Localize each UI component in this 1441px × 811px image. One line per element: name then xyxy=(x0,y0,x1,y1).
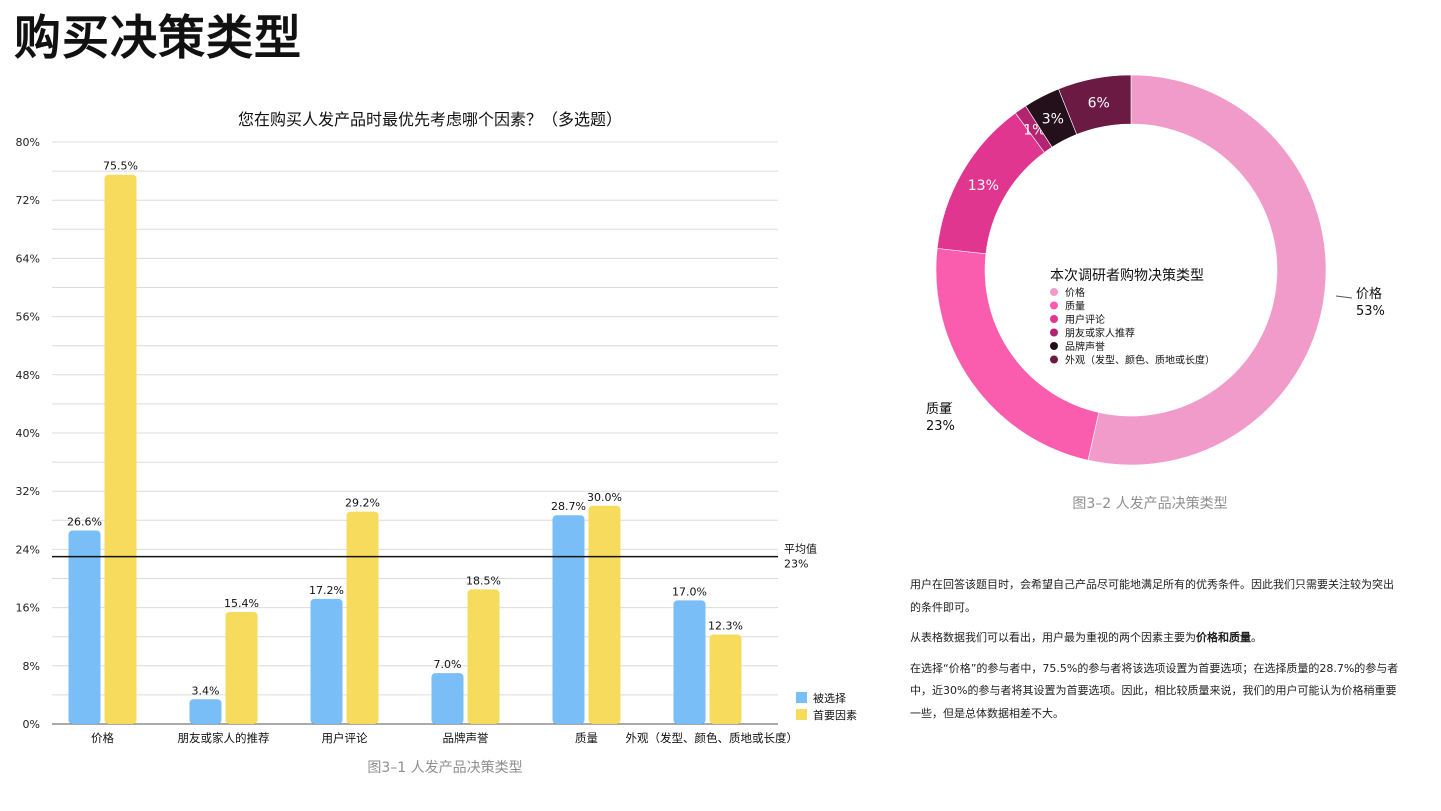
donut-slice-label: 13% xyxy=(968,178,999,194)
legend-dot xyxy=(1050,288,1058,296)
legend-swatch xyxy=(796,692,807,703)
notes-paragraph-2-highlight: 价格和质量 xyxy=(1196,631,1251,644)
legend-label: 首要因素 xyxy=(813,708,857,722)
notes-paragraph-2-text: 从表格数据我们可以看出，用户最为重视的两个因素主要为 xyxy=(910,631,1196,644)
donut-legend-label: 用户评论 xyxy=(1065,313,1105,326)
donut-legend-label: 外观（发型、颜色、质地或长度） xyxy=(1065,354,1215,367)
category-label: 用户评论 xyxy=(322,731,368,745)
bar-value-label: 17.2% xyxy=(309,584,344,597)
donut-slice-label: 6% xyxy=(1088,96,1110,112)
bar-chart: 0% 8% 16% 24% 32% 40% 48% 56% 64% 72% 80% 26.6% 75.5… xyxy=(16,136,857,745)
notes-paragraph-3: 在选择“价格”的参与者中，75.5%的参与者将该选项设置为首要选项；在选择质量的… xyxy=(910,661,1399,720)
legend-swatch xyxy=(796,709,807,720)
bar-value-label: 15.4% xyxy=(224,597,259,610)
category-label: 朋友或家人的推荐 xyxy=(178,731,270,745)
donut-slice xyxy=(1087,74,1327,466)
donut-outside-label: 价格 xyxy=(1356,286,1382,302)
bar-primary xyxy=(346,511,379,724)
legend-dot xyxy=(1050,301,1058,310)
bar-value-label: 26.6% xyxy=(67,515,102,528)
notes-paragraph-2: 从表格数据我们可以看出，用户最为重视的两个因素主要为价格和质量。 xyxy=(910,627,1400,650)
bar-selected xyxy=(552,515,585,724)
y-tick-label: 56% xyxy=(16,311,40,324)
bar-selected xyxy=(673,600,706,724)
donut-outside-label: 质量 xyxy=(926,402,952,417)
bar-value-label: 75.5% xyxy=(103,160,138,173)
bar-primary xyxy=(225,611,258,724)
bar-primary xyxy=(467,589,500,724)
leader-line xyxy=(943,401,953,410)
donut-outside-value: 53% xyxy=(1356,304,1385,319)
bar-primary xyxy=(709,634,742,724)
legend-dot xyxy=(1050,315,1058,323)
bar-primary xyxy=(104,174,137,725)
bar-value-label: 17.0% xyxy=(672,585,707,598)
bar-selected xyxy=(189,699,222,724)
legend-dot xyxy=(1050,342,1058,350)
bar-selected xyxy=(310,598,343,724)
donut-legend-label: 价格 xyxy=(1065,286,1085,299)
analysis-notes: 用户在回答该题目时，会希望自己产品尽可能地满足所有的优秀条件。因此我们只需要关注… xyxy=(910,574,1400,733)
bar-value-label: 7.0% xyxy=(434,658,462,671)
category-label: 质量 xyxy=(575,731,598,745)
donut-slice xyxy=(1058,74,1132,135)
donut-chart-caption: 图3–2 人发产品决策类型 xyxy=(1072,496,1228,512)
average-line-label: 平均值 xyxy=(784,543,817,556)
y-tick-label: 64% xyxy=(16,252,40,265)
bar-selected xyxy=(68,530,101,724)
average-line-value: 23% xyxy=(784,558,808,571)
donut-legend-label: 品牌声誉 xyxy=(1065,340,1105,353)
y-tick-label: 32% xyxy=(16,485,40,498)
bar-value-label: 18.5% xyxy=(466,574,501,587)
bar-value-label: 29.2% xyxy=(345,497,380,510)
category-label: 价格 xyxy=(91,731,114,745)
y-tick-label: 80% xyxy=(16,136,40,149)
y-tick-label: 24% xyxy=(16,543,40,556)
notes-paragraph-1: 用户在回答该题目时，会希望自己产品尽可能地满足所有的优秀条件。因此我们只需要关注… xyxy=(910,578,1394,614)
donut-chart: 13%1%3%6%价格53%质量23%本次调研者购物决策类型价格质量用户评论朋友… xyxy=(926,74,1385,466)
notes-paragraph-2-end: 。 xyxy=(1251,631,1262,644)
legend-label: 被选择 xyxy=(813,691,846,705)
bar-selected xyxy=(431,673,464,724)
category-label: 品牌声誉 xyxy=(443,731,489,745)
bar-value-label: 30.0% xyxy=(587,491,622,504)
page-title: 购买决策类型 xyxy=(14,11,302,66)
bar-chart-title: 您在购买人发产品时最优先考虑哪个因素？（多选题） xyxy=(237,110,622,129)
donut-slice-label: 3% xyxy=(1042,111,1064,127)
donut-legend-title: 本次调研者购物决策类型 xyxy=(1050,267,1204,284)
y-tick-label: 72% xyxy=(16,194,40,207)
y-tick-label: 8% xyxy=(23,660,40,673)
y-tick-label: 48% xyxy=(16,369,40,382)
leader-line xyxy=(1335,295,1353,299)
bar-chart-caption: 图3–1 人发产品决策类型 xyxy=(367,760,523,776)
y-tick-label: 40% xyxy=(16,427,40,440)
bar-value-label: 12.3% xyxy=(708,620,743,633)
bar-value-label: 3.4% xyxy=(192,684,220,697)
bar-value-label: 28.7% xyxy=(551,500,586,513)
legend-dot xyxy=(1050,355,1058,364)
bar-primary xyxy=(588,505,621,724)
donut-legend-label: 质量 xyxy=(1065,301,1085,313)
category-label: 外观（发型、颜色、质地或长度） xyxy=(626,731,799,745)
donut-legend-label: 朋友或家人推荐 xyxy=(1065,327,1135,340)
y-tick-label: 16% xyxy=(16,602,40,615)
y-tick-label: 0% xyxy=(23,718,40,731)
legend-dot xyxy=(1050,328,1058,337)
donut-outside-value: 23% xyxy=(926,419,955,434)
